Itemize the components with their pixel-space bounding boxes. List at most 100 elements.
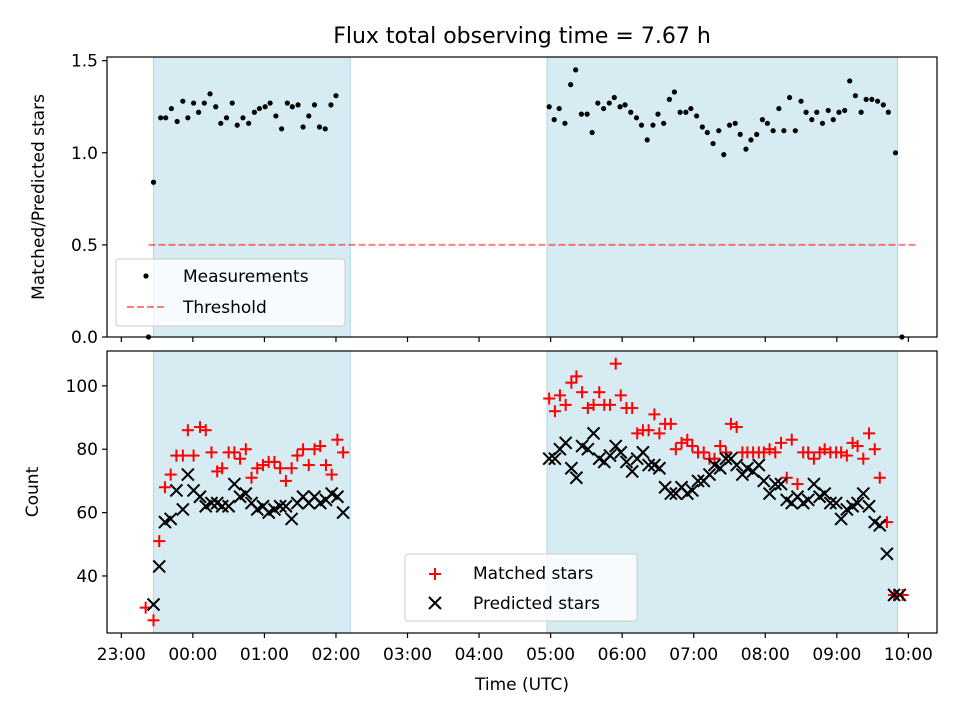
matched-star-marker — [681, 433, 694, 446]
measurement-point — [295, 102, 301, 108]
measurement-point — [830, 117, 836, 123]
measurement-point — [759, 117, 766, 123]
predicted-star-marker — [239, 486, 253, 501]
measurement-point — [622, 102, 628, 108]
predicted-star-marker — [569, 471, 584, 485]
ratio-observing-span-2 — [546, 56, 899, 338]
measurement-point — [875, 98, 881, 104]
measurement-point — [578, 111, 584, 117]
ratio-panel-ylabel: Matched/Predicted stars — [29, 94, 49, 300]
matched-star-marker — [802, 446, 815, 459]
matched-star-marker — [780, 471, 793, 484]
measurement-point — [683, 109, 689, 115]
count-xtick-label: 01:00 — [240, 645, 289, 665]
measurement-point — [168, 105, 174, 112]
matched-star-marker — [807, 452, 820, 465]
measurement-point — [190, 100, 197, 106]
measurement-point — [589, 129, 595, 136]
matched-star-marker — [648, 408, 661, 421]
matched-star-marker — [548, 405, 561, 418]
predicted-star-marker — [856, 486, 871, 501]
matched-star-marker — [314, 440, 327, 453]
count-xtick-label: 02:00 — [311, 645, 360, 665]
measurement-point — [671, 89, 678, 95]
measurement-point — [743, 146, 749, 152]
measurement-point — [240, 115, 246, 121]
count-xtick-label: 23:00 — [97, 645, 146, 665]
ratio-legend-box — [115, 258, 346, 327]
measurement-point — [721, 152, 727, 158]
matched-star-marker — [614, 389, 627, 402]
count-xtick-label: 04:00 — [455, 645, 504, 665]
predicted-star-marker — [227, 477, 242, 491]
measurement-point — [688, 105, 694, 112]
predicted-star-marker — [691, 474, 705, 488]
measurement-point — [218, 120, 224, 126]
measurement-point — [256, 105, 263, 112]
measurement-point — [885, 109, 891, 115]
measurement-point — [858, 109, 864, 115]
matched-star-marker — [863, 427, 876, 440]
matched-star-marker — [714, 440, 727, 453]
figure-title: Flux total observing time = 7.67 h — [333, 24, 711, 49]
measurement-point — [262, 104, 268, 110]
measurement-point — [284, 100, 290, 106]
measurement-point — [836, 109, 842, 115]
predicted-star-marker — [713, 461, 727, 475]
matched-star-marker — [205, 446, 218, 459]
measurement-point — [278, 126, 285, 132]
matched-star-marker — [187, 449, 200, 462]
predicted-star-marker — [181, 467, 195, 482]
count-xtick-label: 09:00 — [812, 645, 861, 665]
measurement-point — [726, 122, 733, 128]
measurement-point — [174, 118, 180, 125]
predicted-star-marker — [685, 483, 700, 498]
matched-star-marker — [297, 443, 310, 456]
measurement-point — [880, 102, 886, 108]
predicted-star-marker — [823, 496, 838, 510]
predicted-star-marker — [817, 486, 832, 501]
predicted-star-marker — [548, 452, 562, 466]
predicted-star-marker — [215, 499, 229, 513]
predicted-star-marker — [163, 512, 178, 526]
legend-matched-label: Matched stars — [473, 564, 593, 584]
matched-star-marker — [570, 370, 583, 383]
count-xtick-label: 10:00 — [884, 645, 933, 665]
measurement-point — [562, 120, 568, 126]
measurement-point — [568, 82, 574, 88]
predicted-star-marker — [807, 477, 821, 491]
predicted-star-marker — [774, 477, 788, 491]
predicted-star-marker — [641, 458, 656, 472]
matched-star-marker — [147, 614, 160, 627]
measurement-point — [584, 111, 590, 117]
matched-star-marker — [609, 357, 622, 370]
matched-star-marker — [604, 398, 617, 411]
predicted-star-marker — [273, 499, 287, 513]
measurement-point — [573, 67, 579, 73]
ratio-ytick-label: 0.5 — [71, 236, 98, 256]
measurement-point — [163, 115, 169, 121]
matched-star-marker — [279, 474, 292, 487]
measurement-point — [556, 105, 562, 112]
matched-star-marker — [553, 389, 566, 402]
measurement-point — [611, 94, 617, 101]
measurement-point — [863, 96, 869, 102]
measurement-point — [764, 120, 771, 126]
count-ytick-label: 40 — [76, 567, 98, 587]
predicted-star-marker — [152, 559, 166, 574]
matched-star-marker — [587, 398, 600, 411]
measurement-point — [213, 104, 219, 110]
measurement-point — [158, 115, 164, 121]
predicted-star-marker — [146, 597, 161, 612]
measurement-point — [306, 113, 312, 119]
measurement-point — [246, 120, 252, 126]
ratio-ytick-label: 1.0 — [71, 144, 98, 164]
measurement-point — [847, 78, 853, 84]
ratio-legend: Measurements Threshold — [115, 258, 346, 327]
measurement-point — [273, 113, 279, 119]
measurement-point — [628, 109, 634, 115]
legend-measurement-marker — [143, 273, 149, 279]
measurement-point — [661, 120, 667, 126]
matched-star-marker — [302, 459, 315, 472]
count-legend: Matched stars Predicted stars — [404, 553, 638, 622]
